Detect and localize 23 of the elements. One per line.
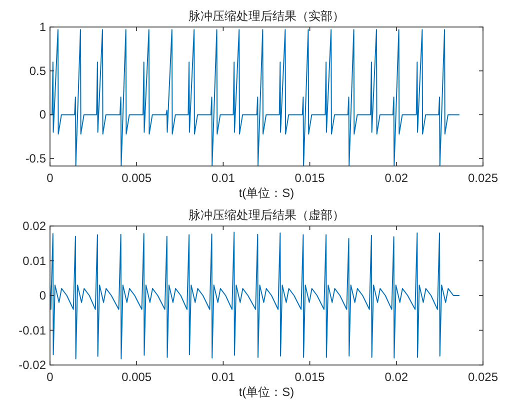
y-tick-label: 1 — [39, 20, 46, 34]
x-axis-title: t(单位：S) — [238, 186, 294, 200]
y-tick-label: 0.01 — [22, 254, 46, 268]
x-tick-label: 0.005 — [122, 370, 152, 384]
x-tick-label: 0.02 — [384, 370, 408, 384]
y-tick-label: 0 — [39, 108, 46, 122]
y-tick-label: 0.5 — [29, 64, 46, 78]
y-tick-label: 0.02 — [22, 219, 46, 233]
chart-title: 脉冲压缩处理后结果（虚部） — [188, 208, 344, 222]
x-tick-label: 0.015 — [294, 370, 326, 384]
y-tick-label: -0.01 — [18, 323, 46, 338]
chart-title: 脉冲压缩处理后结果（实部） — [188, 9, 344, 23]
x-tick-label: 0.02 — [384, 171, 408, 185]
x-tick-label: 0.015 — [294, 171, 326, 185]
x-tick-label: 0.025 — [468, 171, 498, 185]
y-tick-label: -0.5 — [25, 152, 46, 166]
x-tick-label: 0.01 — [212, 171, 236, 185]
x-axis-title: t(单位：S) — [238, 385, 294, 399]
x-tick-label: 0.01 — [212, 370, 236, 384]
y-tick-label: 0 — [39, 288, 46, 302]
x-tick-label: 0.005 — [122, 171, 152, 185]
x-tick-label: 0.025 — [468, 370, 498, 384]
y-tick-label: -0.02 — [18, 358, 46, 372]
